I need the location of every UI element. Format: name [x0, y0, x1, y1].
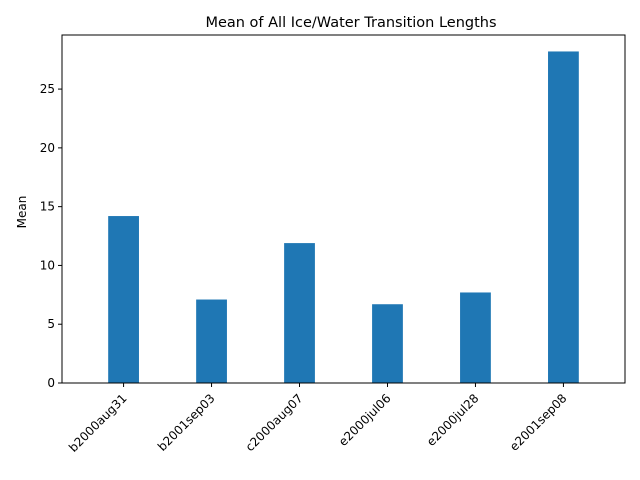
y-ticks-group: 0 5 10 15 20 25	[40, 82, 62, 390]
y-axis-label: Mean	[15, 196, 29, 229]
y-tick-label: 15	[40, 200, 55, 214]
bar-e2001sep08	[548, 51, 579, 383]
x-ticks-group: b2000aug31 b2001sep03 c2000aug07 e2000jul06…	[66, 383, 570, 455]
bar-b2000aug31	[108, 216, 139, 383]
x-tick-label: e2001sep08	[507, 391, 570, 454]
x-tick-label: e2000jul06	[336, 391, 394, 449]
y-tick-label: 0	[47, 376, 55, 390]
bar-c2000aug07	[284, 243, 315, 383]
chart-title: Mean of All Ice/Water Transition Lengths	[205, 15, 496, 31]
x-tick-label: c2000aug07	[243, 391, 306, 454]
y-tick-label: 5	[47, 317, 55, 331]
x-tick-label: e2000jul28	[424, 391, 482, 449]
bars-group	[108, 51, 579, 383]
bar-e2000jul06	[372, 304, 403, 383]
y-tick-label: 20	[40, 141, 55, 155]
x-tick-label: b2000aug31	[66, 391, 130, 455]
bar-e2000jul28	[460, 292, 491, 383]
bar-b2001sep03	[196, 299, 227, 383]
plot-frame	[61, 34, 626, 384]
y-tick-label: 25	[40, 82, 55, 96]
x-tick-label: b2001sep03	[155, 391, 218, 454]
y-tick-label: 10	[40, 258, 55, 272]
